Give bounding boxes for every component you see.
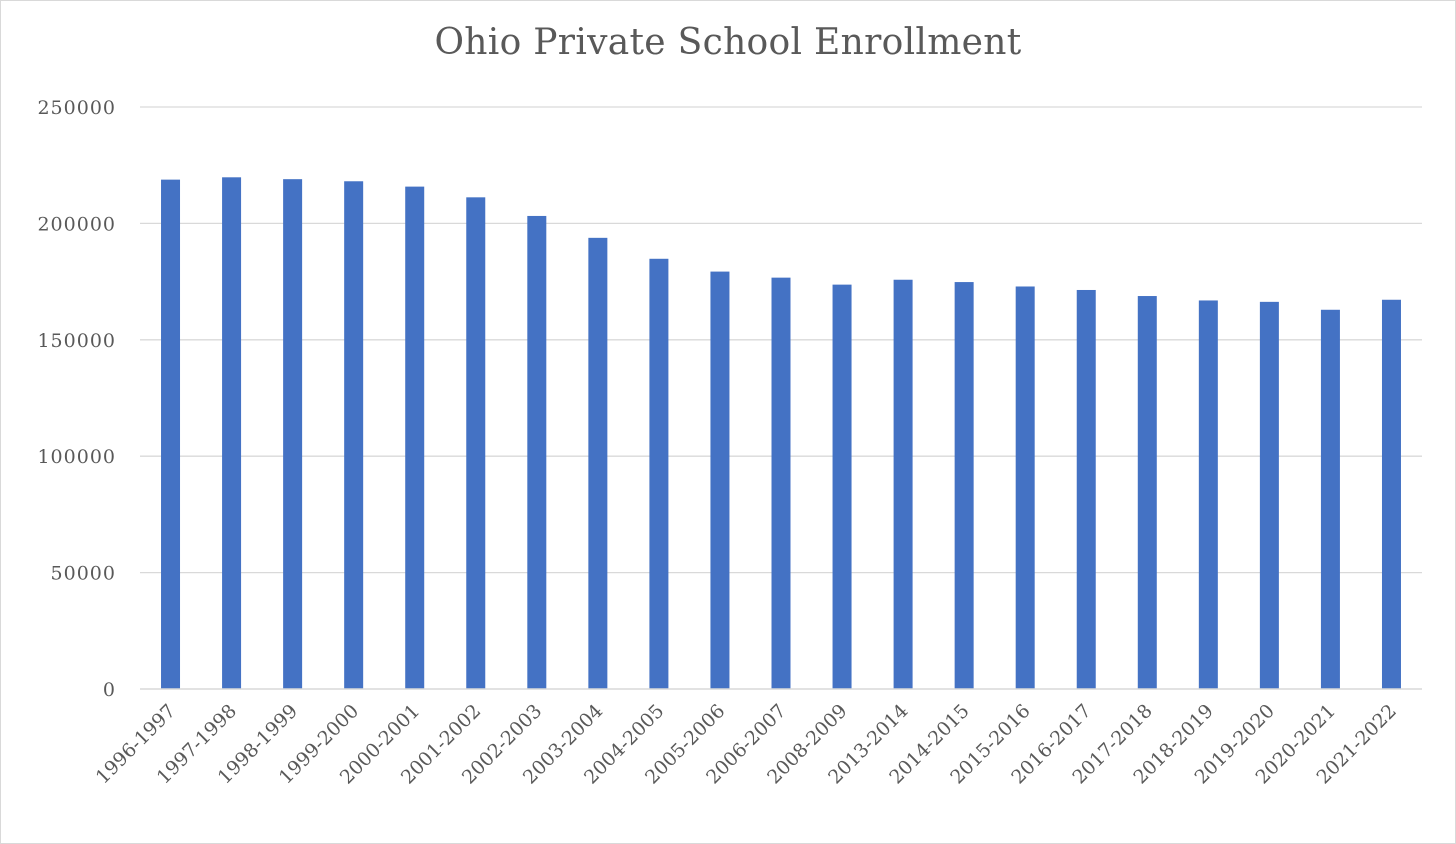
bar (466, 197, 486, 689)
bar (954, 282, 974, 689)
bars (161, 177, 1401, 690)
bar (527, 215, 547, 690)
bar (344, 181, 364, 690)
bar (1381, 299, 1401, 689)
bar (1198, 300, 1218, 689)
y-tick-label: 200000 (37, 213, 116, 235)
y-tick-label: 150000 (37, 330, 116, 352)
x-axis-ticks: 1996-19971997-19981998-19991999-20002000… (92, 700, 1401, 788)
bar (1137, 296, 1157, 689)
bar (1015, 286, 1035, 689)
bar (710, 271, 730, 689)
bar (832, 284, 852, 689)
y-tick-label: 0 (103, 679, 116, 701)
y-tick-label: 50000 (51, 563, 116, 585)
y-axis-ticks: 0 50000 100000 150000 200000 250000 (37, 97, 116, 701)
bar (405, 186, 425, 689)
bar (1076, 289, 1096, 689)
bar (649, 258, 669, 689)
bar (588, 237, 608, 689)
bar (222, 177, 242, 689)
bar (1259, 301, 1279, 689)
bar (161, 179, 181, 689)
bar (1320, 309, 1340, 689)
bar (893, 279, 913, 689)
chart-title: Ohio Private School Enrollment (434, 22, 1022, 63)
bar (771, 277, 791, 689)
y-tick-label: 100000 (37, 446, 116, 468)
bar (283, 179, 303, 689)
y-tick-label: 250000 (37, 97, 116, 119)
